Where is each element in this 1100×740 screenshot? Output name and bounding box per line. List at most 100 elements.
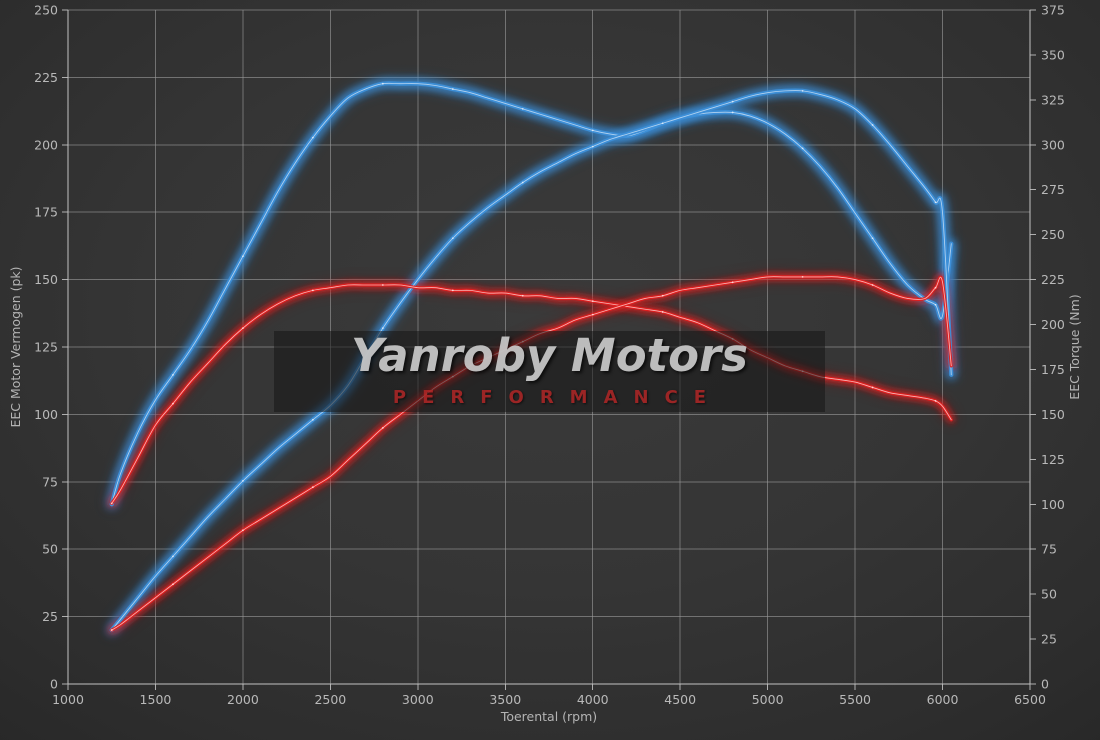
- y-left-tick: 0: [50, 677, 58, 692]
- data-point: [521, 181, 524, 184]
- gridlines: [67, 9, 1031, 685]
- x-tick: 1000: [52, 692, 84, 707]
- data-point: [731, 338, 734, 340]
- curve-core: [111, 82, 952, 505]
- y-right-tick: 300: [1041, 137, 1065, 152]
- curve-core: [111, 90, 952, 631]
- curve-glow-stroke: [109, 282, 954, 506]
- x-tick: 3000: [402, 692, 434, 707]
- data-point: [591, 129, 594, 132]
- data-point: [661, 311, 664, 313]
- data-point: [934, 286, 937, 289]
- data-point: [871, 124, 874, 126]
- data-point: [934, 400, 937, 402]
- data-point: [311, 418, 314, 421]
- x-tick: 5000: [752, 692, 784, 707]
- data-point: [934, 303, 937, 306]
- data-point: [311, 289, 314, 292]
- data-point: [731, 281, 734, 284]
- data-point: [591, 145, 594, 148]
- y-right-tick: 50: [1041, 587, 1057, 602]
- data-point: [110, 629, 113, 631]
- data-point: [311, 136, 314, 139]
- data-point: [242, 327, 244, 330]
- data-point: [731, 111, 734, 114]
- data-point: [871, 284, 874, 286]
- axis-tick-labels: 0255075100125150175200225250025507510012…: [34, 3, 1065, 708]
- curve-body: [110, 283, 953, 505]
- data-point: [521, 107, 524, 110]
- data-point: [801, 276, 804, 278]
- curve-core: [111, 284, 952, 504]
- data-point: [110, 502, 113, 505]
- curve-halo: [108, 281, 955, 507]
- data-point: [311, 486, 314, 489]
- data-point: [801, 147, 804, 150]
- data-point: [381, 284, 384, 286]
- data-point: [451, 237, 454, 240]
- y-left-tick: 125: [34, 340, 58, 355]
- data-point: [242, 255, 244, 258]
- data-point: [871, 386, 874, 389]
- data-point: [731, 100, 734, 103]
- y-axis-right-title: EEC Torque (Nm): [1067, 294, 1082, 399]
- tick-marks: [62, 9, 1036, 690]
- data-point: [381, 327, 384, 330]
- x-axis-title: Toerental (rpm): [500, 709, 597, 724]
- y-left-tick: 175: [34, 205, 58, 220]
- data-point: [172, 402, 174, 405]
- x-tick: 1500: [140, 692, 172, 707]
- data-point: [172, 583, 174, 586]
- data-point: [381, 426, 384, 429]
- axis-lines: [67, 10, 1031, 685]
- x-tick: 2000: [227, 692, 259, 707]
- data-point: [172, 555, 174, 558]
- y-left-tick: 200: [34, 137, 58, 152]
- curve-glow: [107, 78, 956, 635]
- data-point: [451, 289, 454, 292]
- data-point: [871, 237, 874, 240]
- y-right-tick: 175: [1041, 362, 1065, 377]
- data-point: [934, 201, 937, 204]
- x-tick: 3500: [489, 692, 521, 707]
- data-point: [591, 313, 594, 316]
- y-right-tick: 250: [1041, 227, 1065, 242]
- y-left-tick: 50: [42, 542, 58, 557]
- x-tick: 4500: [664, 692, 696, 707]
- y-right-tick: 275: [1041, 182, 1065, 197]
- y-right-tick: 375: [1041, 3, 1065, 18]
- data-point: [591, 300, 594, 303]
- y-right-tick: 200: [1041, 317, 1065, 332]
- data-point: [451, 375, 454, 378]
- x-tick: 5500: [839, 692, 871, 707]
- y-right-tick: 225: [1041, 272, 1065, 287]
- data-point: [242, 529, 244, 532]
- y-left-tick: 25: [42, 609, 58, 624]
- y-left-tick: 100: [34, 407, 58, 422]
- data-point: [801, 370, 804, 373]
- data-point: [381, 82, 384, 85]
- y-right-tick: 0: [1041, 677, 1049, 692]
- data-point: [172, 373, 174, 376]
- data-point: [451, 88, 454, 90]
- x-tick: 6500: [1014, 692, 1046, 707]
- y-left-tick: 150: [34, 272, 58, 287]
- data-point: [521, 340, 524, 343]
- y-axis-left-title: EEC Motor Vermogen (pk): [8, 266, 23, 427]
- data-point: [242, 480, 244, 482]
- y-right-tick: 25: [1041, 632, 1057, 647]
- x-tick: 4000: [577, 692, 609, 707]
- y-right-tick: 75: [1041, 542, 1057, 557]
- y-left-tick: 225: [34, 70, 58, 85]
- y-right-tick: 125: [1041, 452, 1065, 467]
- x-tick: 2500: [314, 692, 346, 707]
- data-point: [801, 89, 804, 92]
- y-right-tick: 350: [1041, 47, 1065, 62]
- x-tick: 6000: [927, 692, 959, 707]
- y-left-tick: 250: [34, 3, 58, 18]
- y-right-tick: 100: [1041, 497, 1065, 512]
- data-point: [521, 294, 524, 297]
- data-point: [661, 294, 664, 297]
